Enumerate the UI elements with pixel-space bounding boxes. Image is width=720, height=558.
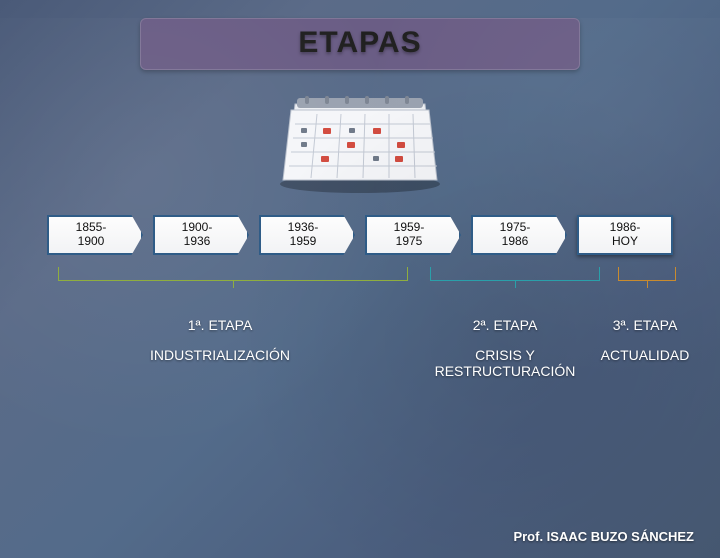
period-1-start: 1855- — [76, 221, 107, 235]
period-6-end: HOY — [612, 235, 638, 249]
stage-titles-row: 1ª. ETAPA 2ª. ETAPA 3ª. ETAPA — [30, 317, 690, 333]
stage-1-desc: INDUSTRIALIZACIÓN — [30, 347, 410, 379]
period-2-start: 1900- — [182, 221, 213, 235]
period-2: 1900- 1936 — [153, 215, 249, 255]
stage-2-desc: CRISIS Y RESTRUCTURACIÓN — [410, 347, 600, 379]
stage-3-label: 3ª. ETAPA — [600, 317, 690, 333]
bracket-1 — [58, 267, 408, 281]
bracket-3 — [618, 267, 676, 281]
period-2-end: 1936 — [184, 235, 211, 249]
page-title: ETAPAS — [140, 26, 580, 60]
title-banner: ETAPAS — [140, 18, 580, 70]
stage-1-label: 1ª. ETAPA — [30, 317, 410, 333]
period-1-end: 1900 — [78, 235, 105, 249]
period-6-start: 1986- — [610, 221, 641, 235]
timeline-periods: 1855- 1900 1900- 1936 1936- 1959 1959- 1… — [30, 215, 690, 255]
stage-brackets — [30, 261, 690, 307]
stage-descriptions-row: INDUSTRIALIZACIÓN CRISIS Y RESTRUCTURACI… — [30, 347, 690, 379]
bracket-2 — [430, 267, 600, 281]
calendar-icon — [255, 82, 465, 197]
period-1: 1855- 1900 — [47, 215, 143, 255]
period-4-end: 1975 — [396, 235, 423, 249]
stage-3-desc: ACTUALIDAD — [600, 347, 690, 379]
stage-2-label: 2ª. ETAPA — [410, 317, 600, 333]
period-4: 1959- 1975 — [365, 215, 461, 255]
stage-labels: 1ª. ETAPA 2ª. ETAPA 3ª. ETAPA INDUSTRIAL… — [30, 317, 690, 379]
period-3-start: 1936- — [288, 221, 319, 235]
period-5: 1975- 1986 — [471, 215, 567, 255]
period-6: 1986- HOY — [577, 215, 673, 255]
period-3: 1936- 1959 — [259, 215, 355, 255]
period-5-end: 1986 — [502, 235, 529, 249]
period-3-end: 1959 — [290, 235, 317, 249]
period-5-start: 1975- — [500, 221, 531, 235]
author-credit: Prof. ISAAC BUZO SÁNCHEZ — [513, 529, 694, 544]
period-4-start: 1959- — [394, 221, 425, 235]
